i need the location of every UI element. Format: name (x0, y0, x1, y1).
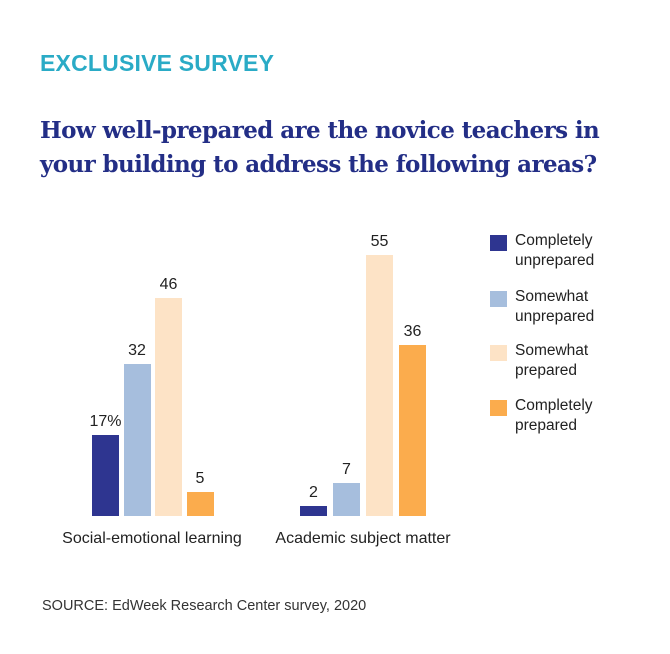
category-label-social-emotional: Social-emotional learning (62, 530, 242, 547)
legend-swatch (490, 400, 507, 416)
value-label: 55 (370, 232, 389, 250)
kicker-label: EXCLUSIVE SURVEY (40, 50, 275, 76)
value-label: 5 (195, 470, 205, 488)
bar-completely-unprepared-group-1 (92, 435, 119, 516)
legend-label: Somewhat prepared (515, 342, 589, 379)
bar-completely-prepared-group-1 (186, 492, 214, 516)
value-label: 2 (309, 484, 318, 501)
chart-title: How well-prepared are the novice teacher… (40, 117, 600, 178)
bar-somewhat-prepared-group-2 (366, 254, 393, 516)
bar-completely-unprepared-group-2 (300, 506, 327, 516)
bar-somewhat-prepared-group-1 (155, 297, 182, 516)
bar-somewhat-unprepared-group-2 (333, 482, 360, 516)
legend-swatch (490, 345, 507, 361)
bar-completely-prepared-group-2 (399, 345, 426, 516)
legend-label: Somewhat unprepared (515, 288, 595, 325)
legend-label: Completely unprepared (515, 232, 595, 269)
value-label: 46 (159, 275, 178, 293)
category-label-academic: Academic subject matter (275, 530, 451, 547)
value-label: 36 (403, 323, 422, 340)
bar-somewhat-unprepared-group-1 (123, 364, 151, 516)
value-label: 32 (128, 342, 146, 359)
legend-swatch (490, 291, 507, 307)
source-note: SOURCE: EdWeek Research Center survey, 2… (42, 598, 367, 614)
legend-label: Completely prepared (515, 397, 593, 434)
legend-swatch (490, 235, 507, 251)
value-label: 7 (342, 460, 351, 478)
value-label: 17% (89, 413, 122, 431)
